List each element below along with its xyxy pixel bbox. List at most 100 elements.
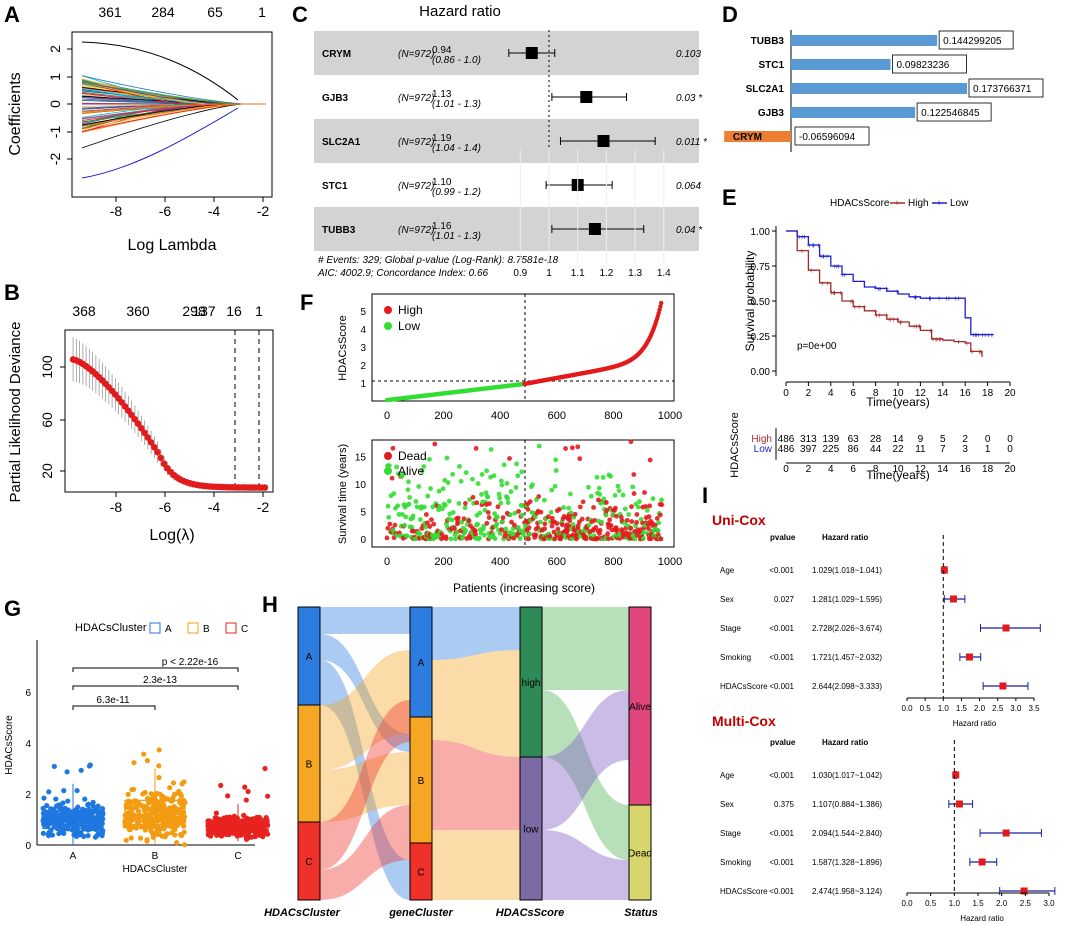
hr-point [597, 135, 610, 147]
bottom-y-tick: 0 [360, 535, 366, 546]
x-tick: 0 [783, 388, 789, 399]
hr-point [978, 858, 986, 866]
panel-label-g: G [4, 596, 21, 621]
jitter-point [82, 796, 88, 802]
hazard-ratio: 1.281(1.029~1.595) [812, 595, 882, 604]
top-tick: 16 [226, 303, 242, 319]
x-tick: 400 [491, 410, 509, 422]
jitter-point [144, 758, 151, 764]
alive-point [612, 492, 618, 498]
x-tick: 20 [1004, 388, 1016, 399]
alive-point [498, 500, 504, 506]
x-tick: 2.5 [992, 704, 1004, 713]
jitter-point [64, 769, 70, 775]
risk-count-low: 225 [822, 444, 839, 455]
sample-size: (N=972) [398, 93, 434, 104]
alive-point [527, 531, 533, 537]
dead-point [555, 526, 561, 532]
gene-label: CRYM [733, 132, 762, 143]
x-tick: 0 [384, 410, 390, 422]
legend-swatch [187, 622, 199, 634]
legend-label: B [203, 624, 210, 635]
sankey-flow [430, 607, 520, 660]
jitter-point [161, 795, 167, 801]
dead-point [511, 522, 517, 528]
x-tick: 18 [982, 388, 994, 399]
alive-point [446, 498, 452, 504]
dead-point [605, 531, 611, 537]
dead-point [484, 520, 490, 526]
risk-count-low: 397 [800, 444, 817, 455]
comparison-ab: 6.3e-11 [96, 695, 130, 706]
risk-y-label: HDACsScore [729, 412, 741, 477]
sample-size: (N=972) [398, 181, 434, 192]
dead-point [631, 491, 637, 496]
sankey-flow [320, 700, 410, 870]
dead-point [549, 523, 555, 529]
dead-point [486, 515, 492, 520]
alive-point [659, 497, 664, 503]
column-header-hr: Hazard ratio [822, 533, 868, 542]
x-tick: 2.0 [974, 704, 986, 713]
dead-point [572, 511, 578, 517]
alive-point [399, 511, 405, 517]
x-axis-label: Log(λ) [149, 527, 194, 544]
jitter-point [148, 791, 154, 797]
hr-point [525, 47, 538, 59]
censor-mark: + [931, 335, 936, 344]
sankey-flows [320, 607, 629, 900]
censor-mark: + [850, 297, 855, 306]
hazard-ratio: 1.107(0.884~1.386) [812, 800, 882, 809]
dead-point [455, 515, 461, 521]
p-value: 0.027 [774, 595, 795, 604]
censor-mark: + [876, 284, 881, 293]
alive-point [494, 521, 500, 527]
jitter-point [76, 832, 83, 838]
jitter-point [154, 800, 160, 807]
x-tick: -6 [159, 499, 172, 515]
x-tick: 8 [873, 388, 879, 399]
hazard-ratio: 2.094(1.544~2.840) [812, 829, 882, 838]
dead-point [654, 516, 660, 521]
value-label: 0.144299205 [943, 36, 1002, 47]
dead-point [579, 516, 585, 522]
alive-point [394, 464, 400, 470]
dead-point [580, 499, 586, 505]
sankey-flow [430, 650, 520, 700]
sankey-flow [320, 634, 410, 752]
y-tick: 1 [47, 73, 63, 81]
row-band [314, 31, 699, 75]
risk-x-tick: 10 [892, 464, 904, 475]
alive-point [416, 484, 422, 489]
y-tick: 1.00 [751, 227, 771, 238]
dead-point [545, 514, 551, 520]
bottom-plot-frame [371, 439, 675, 548]
x-tick: 16 [960, 388, 972, 399]
jitter-point [172, 832, 178, 838]
x-axis-label: Time(years) [866, 395, 930, 409]
alive-point [467, 497, 473, 502]
alive-point [463, 528, 469, 533]
panel-label-b: B [4, 280, 20, 305]
censor-mark: + [938, 335, 943, 344]
alive-point [479, 491, 484, 497]
alive-point [435, 533, 441, 539]
censor-mark: + [927, 294, 932, 303]
y-tick: 2 [47, 45, 63, 53]
censor-mark: + [825, 252, 830, 261]
score-point [657, 307, 662, 313]
jitter-point [172, 815, 179, 821]
alive-point [532, 514, 538, 520]
p-value: <0.001 [769, 682, 794, 691]
y-tick: 20 [39, 463, 55, 479]
gene-label: GJB3 [758, 108, 785, 119]
x-tick: -8 [110, 499, 123, 515]
risk-count-low: 22 [892, 444, 904, 455]
jitter-point [252, 833, 258, 840]
dead-point [612, 505, 618, 511]
x-axis-label: Log Lambda [128, 237, 217, 254]
svg-text:+: + [936, 198, 941, 208]
cv-point [154, 448, 161, 456]
censor-mark: + [884, 311, 889, 320]
y-axis-label: Partial Likelihood Deviance [7, 322, 24, 503]
